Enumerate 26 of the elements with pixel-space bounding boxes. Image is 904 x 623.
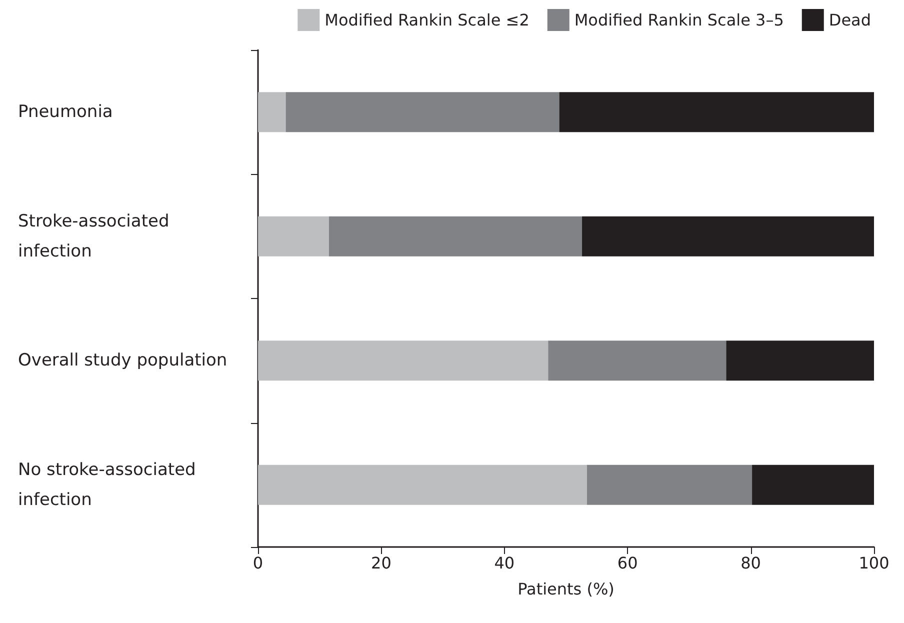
bar	[726, 340, 874, 381]
bar	[258, 92, 286, 132]
x-tick-label: 100	[858, 554, 890, 572]
x-tick-label: 0	[252, 554, 264, 572]
bar	[752, 464, 874, 505]
x-tick-label: 80	[740, 554, 761, 572]
bar	[582, 216, 874, 256]
bar	[548, 340, 726, 381]
bar	[328, 216, 582, 256]
y-tick-label: Pneumonia	[18, 102, 113, 122]
x-tick-label: 60	[617, 554, 638, 572]
bar	[286, 92, 560, 132]
legend-label: Modified Rankin Scale ≤2	[324, 10, 530, 30]
bar	[559, 92, 874, 132]
bar	[258, 340, 548, 381]
y-tick-label: No stroke-associated infection	[18, 460, 196, 510]
legend-label: Dead	[828, 10, 871, 30]
x-tick-label: 40	[494, 554, 515, 572]
x-axis-title: Patients (%)	[518, 580, 614, 598]
bar	[586, 464, 752, 505]
bar	[258, 464, 587, 505]
x-tick-label: 20	[371, 554, 392, 572]
bar	[258, 216, 329, 256]
legend-label: Modified Rankin Scale 3–5	[574, 10, 784, 30]
y-tick-label: Stroke-associated infection	[18, 211, 170, 262]
y-tick-label: Overall study population	[18, 350, 228, 371]
